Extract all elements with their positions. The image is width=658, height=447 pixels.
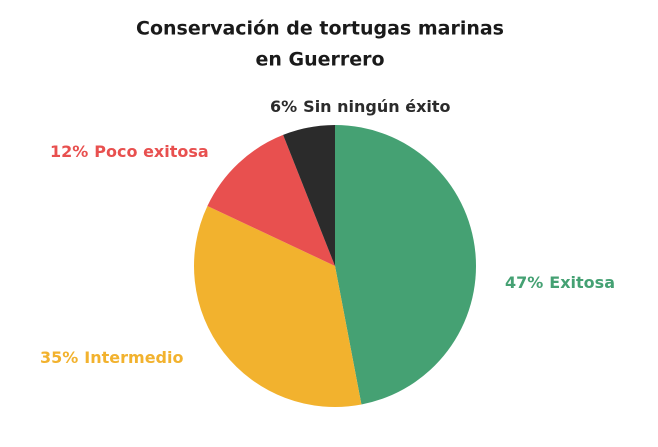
slice-label: 35% Intermedio <box>40 348 183 367</box>
pie-slice <box>335 125 477 405</box>
slice-label: 12% Poco exitosa <box>50 142 209 161</box>
pie-slice <box>283 125 335 266</box>
category-label: Exitosa <box>549 273 615 292</box>
value-label: 35% <box>40 348 78 367</box>
pie-slice <box>194 205 362 407</box>
value-label: 47% <box>505 273 543 292</box>
category-label: Poco exitosa <box>94 142 208 161</box>
category-label: Intermedio <box>84 348 183 367</box>
chart-title: en Guerrero <box>255 49 384 71</box>
slice-label: 47% Exitosa <box>505 273 615 292</box>
value-label: 12% <box>50 142 88 161</box>
value-label: 6% <box>270 97 297 116</box>
chart-title: Conservación de tortugas marinas <box>136 18 504 40</box>
category-label: Sin ningún éxito <box>303 97 450 116</box>
pie-slice <box>207 134 335 266</box>
slice-label: 6% Sin ningún éxito <box>270 97 451 116</box>
